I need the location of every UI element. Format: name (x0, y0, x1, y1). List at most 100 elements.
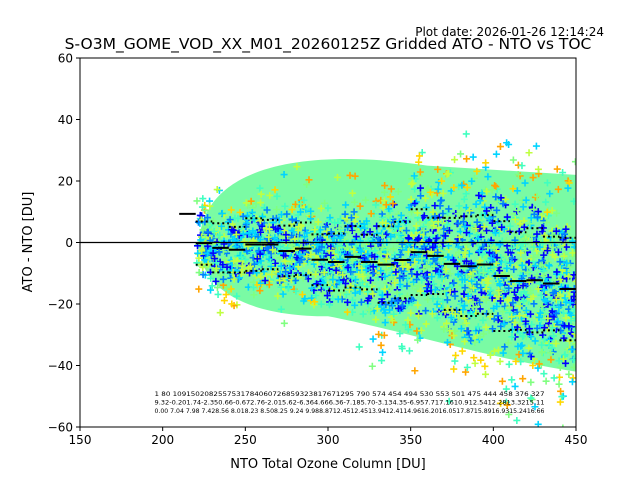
scatter-point (487, 254, 495, 262)
scatter-point (486, 351, 494, 359)
scatter-point (538, 228, 546, 236)
scatter-point (454, 270, 462, 278)
scatter-point (199, 195, 207, 203)
scatter-point (523, 231, 531, 239)
scatter-point (399, 263, 407, 271)
scatter-point (455, 183, 463, 191)
scatter-point (490, 315, 498, 323)
scatter-point (196, 211, 204, 219)
scatter-point (492, 150, 500, 158)
scatter-point (532, 142, 540, 150)
scatter-point (331, 219, 339, 227)
scatter-point (318, 251, 326, 259)
scatter-point (444, 208, 452, 216)
scatter-point (568, 237, 576, 245)
scatter-point (341, 260, 349, 268)
scatter-point (409, 179, 417, 187)
scatter-point (482, 370, 490, 378)
scatter-point (490, 347, 498, 355)
scatter-point (403, 282, 411, 290)
scatter-point (369, 263, 377, 271)
scatter-point (266, 191, 274, 199)
scatter-point (555, 303, 563, 311)
scatter-point (348, 222, 356, 230)
scatter-point (245, 264, 253, 272)
scatter-point (233, 292, 241, 300)
scatter-point (511, 382, 519, 390)
scatter-point (196, 219, 204, 227)
scatter-point (348, 189, 356, 197)
scatter-point (438, 275, 446, 283)
scatter-point (510, 265, 518, 273)
scatter-point (451, 292, 459, 300)
scatter-point (204, 260, 212, 268)
scatter-point (547, 356, 555, 364)
scatter-point (257, 199, 265, 207)
scatter-point (531, 337, 539, 345)
scatter-point (274, 225, 282, 233)
scatter-point (516, 312, 524, 320)
scatter-point (250, 283, 258, 291)
scatter-point (426, 188, 434, 196)
scatter-point (486, 209, 494, 217)
scatter-point (454, 219, 462, 227)
scatter-point (216, 266, 224, 274)
scatter-point (327, 251, 335, 259)
scatter-point (317, 204, 325, 212)
scatter-point (554, 317, 562, 325)
scatter-point (447, 313, 455, 321)
scatter-point (221, 256, 229, 264)
scatter-point (553, 165, 561, 173)
scatter-point (511, 200, 519, 208)
scatter-point (242, 199, 250, 207)
x-tick-label: 450 (565, 433, 588, 447)
scatter-point (308, 294, 316, 302)
scatter-point (476, 257, 484, 265)
scatter-point (519, 375, 527, 383)
scatter-point (395, 230, 403, 238)
scatter-point (223, 263, 231, 271)
scatter-point (415, 282, 423, 290)
scatter-point (562, 225, 570, 233)
scatter-point (513, 187, 521, 195)
scatter-point (561, 351, 569, 359)
scatter-point (439, 210, 447, 218)
scatter-point (380, 197, 388, 205)
scatter-point (417, 287, 425, 295)
scatter-point (294, 226, 302, 234)
scatter-point (379, 204, 387, 212)
scatter-point (532, 238, 540, 246)
scatter-points (193, 130, 576, 427)
scatter-point (571, 314, 576, 322)
scatter-point (544, 258, 552, 266)
bin-statistics (179, 208, 576, 342)
scatter-point (476, 298, 484, 306)
scatter-point (463, 363, 471, 371)
scatter-point (539, 224, 547, 232)
scatter-point (198, 203, 206, 211)
scatter-point (361, 254, 369, 262)
scatter-point (555, 380, 563, 388)
scatter-point (253, 255, 261, 263)
scatter-point (499, 349, 507, 357)
scatter-point (336, 234, 344, 242)
scatter-point (334, 295, 342, 303)
scatter-point (555, 357, 563, 365)
scatter-point (219, 281, 227, 289)
scatter-point (451, 310, 459, 318)
scatter-point (479, 269, 487, 277)
scatter-point (455, 248, 463, 256)
scatter-point (571, 327, 576, 335)
scatter-point (517, 249, 525, 257)
scatter-point (514, 235, 522, 243)
scatter-point (556, 258, 564, 266)
scatter-point (505, 141, 513, 149)
scatter-point (258, 222, 266, 230)
scatter-point (571, 158, 576, 166)
scatter-point (404, 326, 412, 334)
scatter-point (262, 225, 270, 233)
scatter-point (458, 347, 466, 355)
plot-date: Plot date: 2026-01-26 12:14:24 (415, 25, 604, 39)
scatter-point (548, 207, 556, 215)
scatter-point (424, 296, 432, 304)
